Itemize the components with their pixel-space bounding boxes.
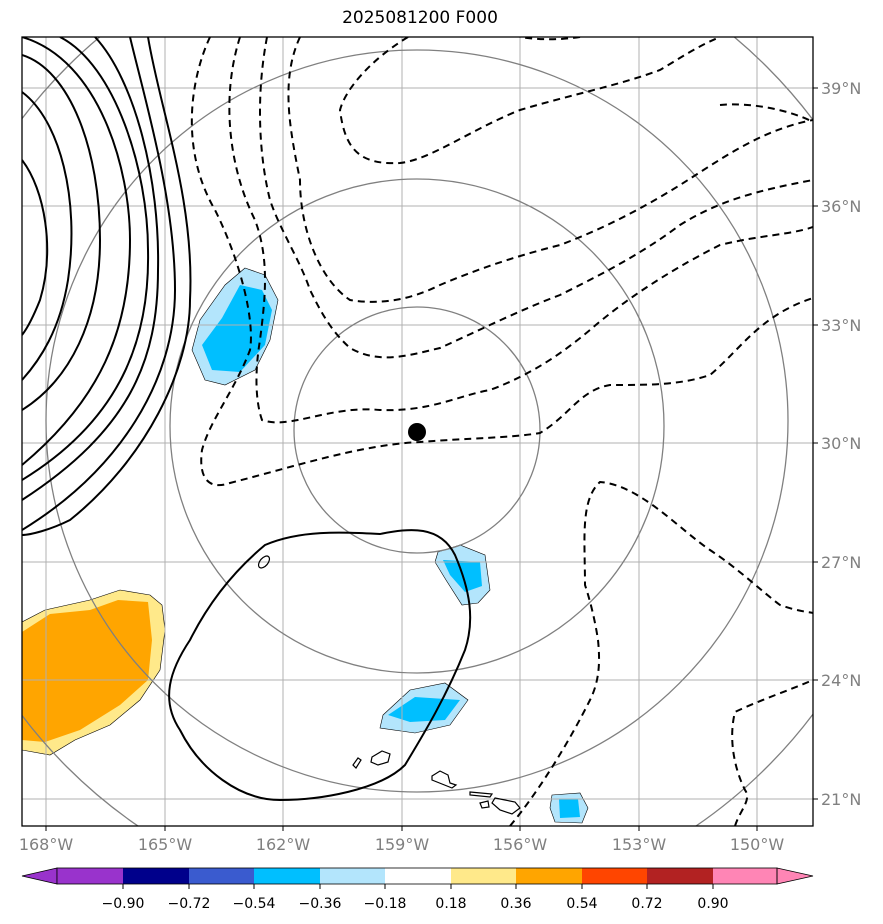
lat-label: 21°N <box>821 790 861 809</box>
negative-contours <box>190 37 813 826</box>
hawaiian-islands <box>257 555 521 815</box>
lat-label: 30°N <box>821 434 861 453</box>
lon-labels: 168°W 165°W 162°W 159°W 156°W 153°W 150°… <box>19 835 785 854</box>
lat-label: 33°N <box>821 316 861 335</box>
colorbar-label: 0.54 <box>566 896 597 912</box>
colorbar-label: 0.90 <box>697 896 728 912</box>
lon-label: 159°W <box>375 835 430 854</box>
positive-contours <box>22 37 192 536</box>
lat-label: 27°N <box>821 553 861 572</box>
colorbar-swatch <box>320 868 385 884</box>
lat-label: 24°N <box>821 671 861 690</box>
colorbar-low-extend <box>21 867 58 885</box>
colorbar-swatch <box>385 868 451 884</box>
lon-label: 165°W <box>138 835 193 854</box>
shaded-anomaly-regions <box>22 267 589 824</box>
colorbar-label: −0.72 <box>168 896 211 912</box>
colorbar-swatch <box>254 868 320 884</box>
closed-contour <box>168 529 472 802</box>
lon-label: 162°W <box>256 835 311 854</box>
colorbar-swatch <box>582 868 647 884</box>
colorbar-label: −0.90 <box>102 896 145 912</box>
colorbar-swatch <box>647 868 713 884</box>
lon-label: 168°W <box>19 835 74 854</box>
colorbar-swatch <box>57 868 123 884</box>
storm-center-marker <box>408 423 426 441</box>
colorbar-label: −0.54 <box>233 896 276 912</box>
colorbar-label: 0.36 <box>500 896 531 912</box>
colorbar-high-extend <box>776 867 814 885</box>
plot-frame <box>21 36 814 827</box>
lat-labels: 21°N 24°N 27°N 30°N 33°N 36°N 39°N <box>821 79 861 809</box>
colorbar-swatch <box>123 868 189 884</box>
lat-label: 36°N <box>821 197 861 216</box>
colorbar: −0.90 −0.72 −0.54 −0.36 −0.18 0.18 0.36 … <box>21 867 814 912</box>
colorbar-label: 0.72 <box>631 896 662 912</box>
lon-label: 156°W <box>493 835 548 854</box>
colorbar-swatch <box>516 868 582 884</box>
lon-label: 150°W <box>730 835 785 854</box>
colorbar-label: 0.18 <box>435 896 466 912</box>
colorbar-swatch <box>451 868 516 884</box>
lat-label: 39°N <box>821 79 861 98</box>
colorbar-label: −0.18 <box>364 896 407 912</box>
colorbar-swatch <box>189 868 254 884</box>
colorbar-swatch <box>713 868 777 884</box>
lon-label: 153°W <box>612 835 667 854</box>
colorbar-label: −0.36 <box>299 896 342 912</box>
map-title: 2025081200 F000 <box>342 8 498 28</box>
